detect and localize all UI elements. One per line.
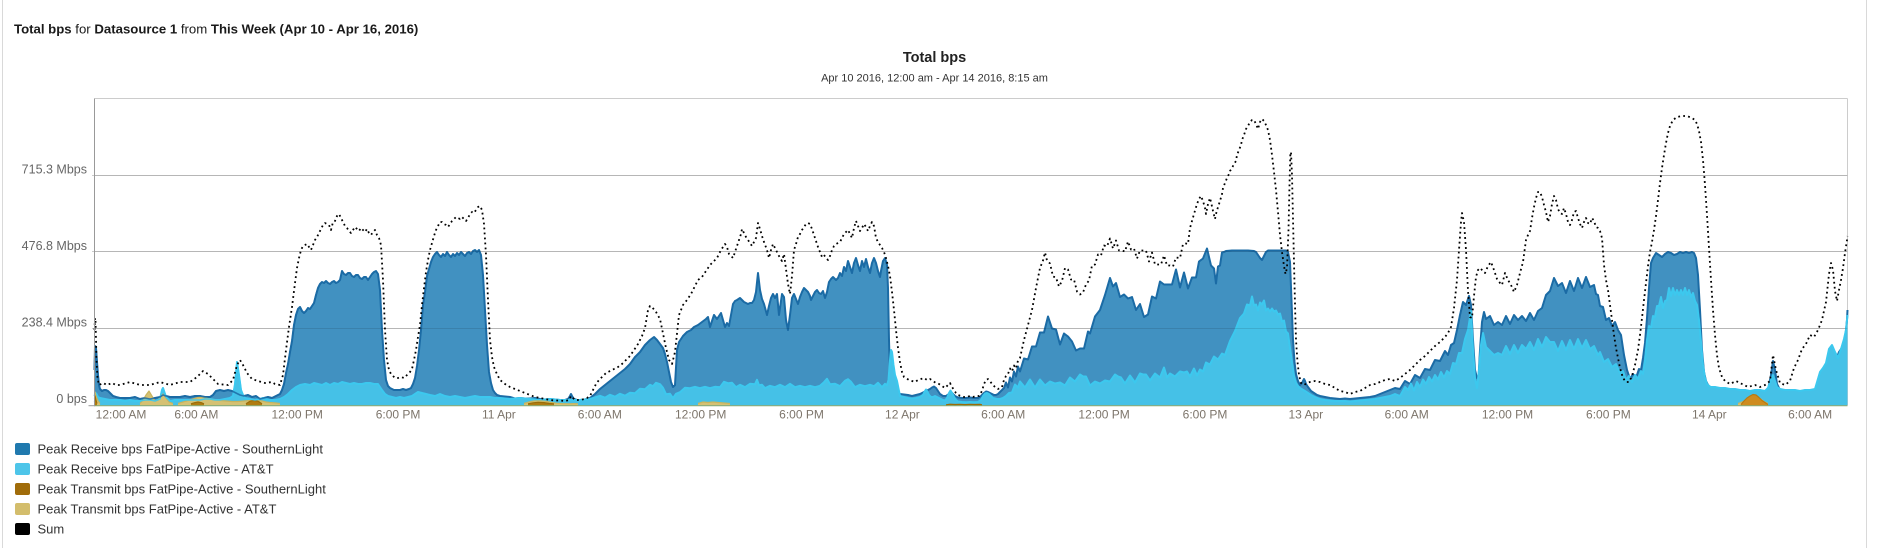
svg-text:Peak Receive bps FatPipe-Activ: Peak Receive bps FatPipe-Active - AT&T [38, 462, 274, 477]
svg-text:0 bps: 0 bps [56, 392, 87, 406]
svg-text:Total bps for Datasource 1 fro: Total bps for Datasource 1 from This Wee… [14, 22, 418, 37]
svg-text:6:00 AM: 6:00 AM [981, 407, 1025, 421]
svg-text:6:00 PM: 6:00 PM [779, 407, 824, 421]
svg-text:6:00 AM: 6:00 AM [1385, 407, 1429, 421]
svg-text:Total bps: Total bps [903, 50, 966, 66]
svg-text:11 Apr: 11 Apr [482, 407, 516, 421]
svg-text:476.8 Mbps: 476.8 Mbps [22, 239, 87, 253]
svg-text:Peak Receive bps FatPipe-Activ: Peak Receive bps FatPipe-Active - Southe… [38, 442, 324, 457]
svg-text:Apr 10 2016, 12:00 am - Apr 14: Apr 10 2016, 12:00 am - Apr 14 2016, 8:1… [821, 73, 1048, 85]
svg-text:6:00 PM: 6:00 PM [376, 407, 421, 421]
svg-text:12:00 PM: 12:00 PM [1482, 407, 1533, 421]
svg-text:Peak Transmit bps FatPipe-Acti: Peak Transmit bps FatPipe-Active - South… [38, 482, 327, 497]
svg-text:238.4 Mbps: 238.4 Mbps [22, 316, 87, 330]
svg-text:6:00 PM: 6:00 PM [1183, 407, 1228, 421]
svg-text:12 Apr: 12 Apr [885, 407, 920, 421]
svg-text:13 Apr: 13 Apr [1288, 407, 1323, 421]
svg-text:Sum: Sum [38, 522, 65, 537]
svg-text:12:00 PM: 12:00 PM [272, 407, 323, 421]
svg-text:715.3 Mbps: 715.3 Mbps [22, 163, 87, 177]
svg-text:12:00 PM: 12:00 PM [675, 407, 726, 421]
svg-text:6:00 AM: 6:00 AM [1788, 407, 1832, 421]
svg-text:6:00 AM: 6:00 AM [174, 407, 218, 421]
svg-text:Peak Transmit bps FatPipe-Acti: Peak Transmit bps FatPipe-Active - AT&T [38, 502, 277, 517]
svg-text:6:00 AM: 6:00 AM [578, 407, 622, 421]
svg-text:14 Apr: 14 Apr [1692, 407, 1727, 421]
svg-text:6:00 PM: 6:00 PM [1586, 407, 1631, 421]
svg-text:12:00 PM: 12:00 PM [1078, 407, 1129, 421]
svg-text:12:00 AM: 12:00 AM [96, 407, 147, 421]
